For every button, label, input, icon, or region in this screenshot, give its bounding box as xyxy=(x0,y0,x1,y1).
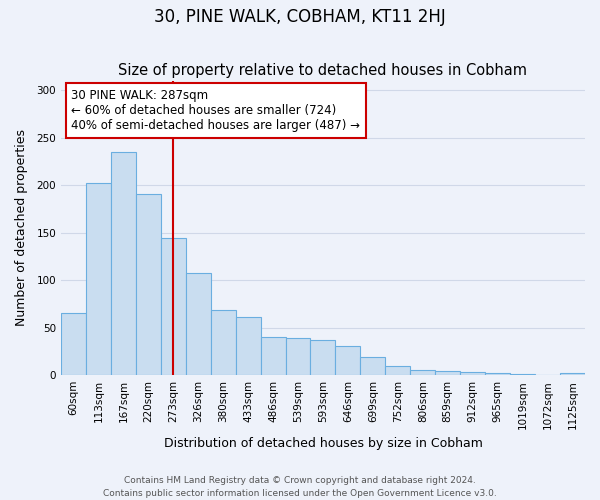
Bar xyxy=(86,183,111,375)
Bar xyxy=(260,337,286,375)
Bar xyxy=(510,374,535,375)
Bar xyxy=(161,238,186,375)
Bar xyxy=(460,372,485,375)
Text: Contains HM Land Registry data © Crown copyright and database right 2024.
Contai: Contains HM Land Registry data © Crown c… xyxy=(103,476,497,498)
Bar xyxy=(485,373,510,375)
Bar xyxy=(236,317,260,375)
Bar xyxy=(560,373,585,375)
Bar xyxy=(410,370,435,375)
Title: Size of property relative to detached houses in Cobham: Size of property relative to detached ho… xyxy=(118,63,527,78)
Text: 30 PINE WALK: 287sqm
← 60% of detached houses are smaller (724)
40% of semi-deta: 30 PINE WALK: 287sqm ← 60% of detached h… xyxy=(71,90,361,132)
Bar xyxy=(310,340,335,375)
Bar xyxy=(361,357,385,375)
Bar xyxy=(385,366,410,375)
Bar xyxy=(111,152,136,375)
X-axis label: Distribution of detached houses by size in Cobham: Distribution of detached houses by size … xyxy=(164,437,482,450)
Bar xyxy=(211,310,236,375)
Bar xyxy=(61,314,86,375)
Y-axis label: Number of detached properties: Number of detached properties xyxy=(15,130,28,326)
Bar xyxy=(186,274,211,375)
Bar xyxy=(335,346,361,375)
Bar xyxy=(435,372,460,375)
Bar xyxy=(136,194,161,375)
Text: 30, PINE WALK, COBHAM, KT11 2HJ: 30, PINE WALK, COBHAM, KT11 2HJ xyxy=(154,8,446,26)
Bar xyxy=(286,338,310,375)
